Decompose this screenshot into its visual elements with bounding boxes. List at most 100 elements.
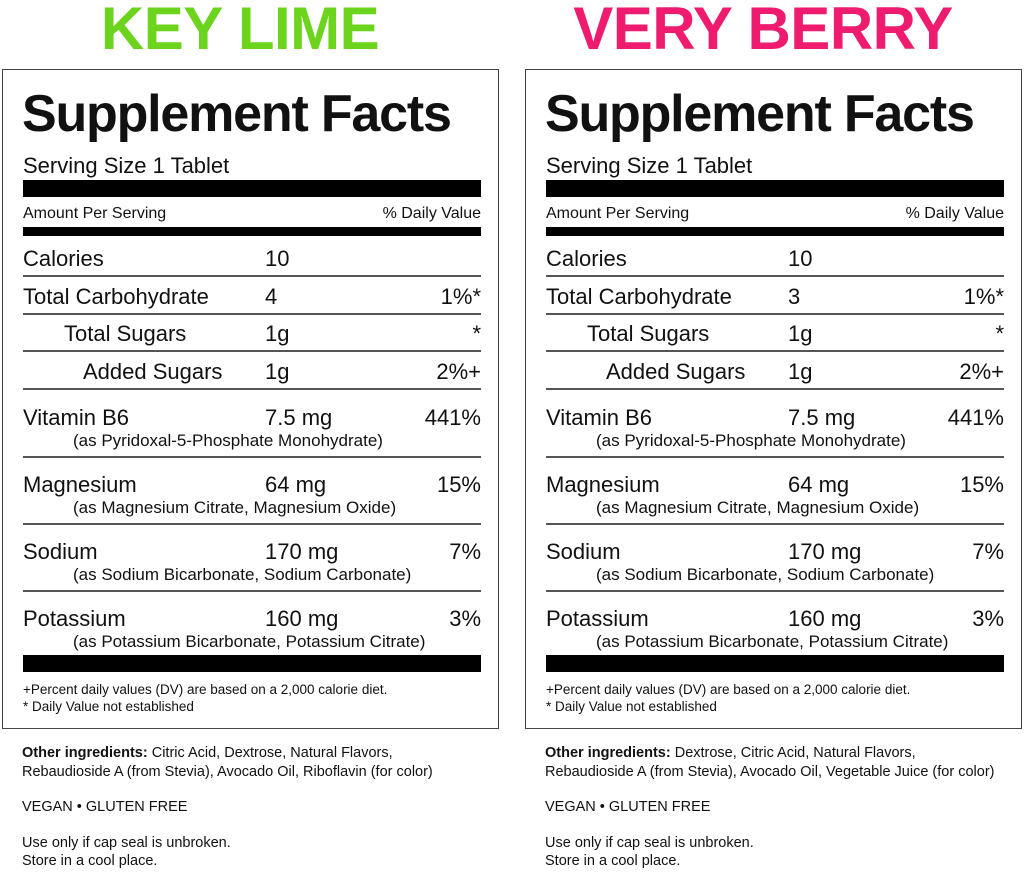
very-berry-panel: VERY BERRY Supplement Facts Serving Size… [525, 0, 1022, 872]
nutrient-source: (as Potassium Bicarbonate, Potassium Cit… [596, 632, 949, 651]
row-divider [546, 456, 1004, 458]
nutrient-amount: 170 mg [265, 539, 339, 564]
nutrient-amount: 1g [265, 359, 290, 384]
nutrient-daily-value: 1%* [440, 284, 481, 309]
row-divider [23, 523, 481, 525]
nutrient-daily-value: 1%* [963, 284, 1004, 309]
nutrient-amount: 1g [788, 321, 813, 346]
nutrient-label: Vitamin B6 [23, 405, 129, 430]
flavor-title: VERY BERRY [573, 0, 953, 62]
nutrient-amount: 7.5 mg [788, 405, 856, 430]
nutrient-amount: 1g [265, 321, 290, 346]
other-ingredients-label: Other ingredients: [545, 745, 671, 761]
nutrient-daily-value: 441% [424, 405, 481, 430]
nutrient-amount: 170 mg [788, 539, 862, 564]
nutrient-daily-value: 7% [449, 539, 481, 564]
row-divider [546, 590, 1004, 592]
row-divider [546, 350, 1004, 352]
nutrient-label: Sodium [23, 539, 98, 564]
nutrient-amount: 3 [788, 284, 801, 309]
nutrient-amount: 64 mg [265, 472, 327, 497]
supplement-facts-box: Supplement Facts Serving Size 1 Tablet A… [2, 69, 499, 729]
nutrient-amount: 4 [265, 284, 278, 309]
other-ingredients-label: Other ingredients: [22, 745, 148, 761]
divider-medium [23, 227, 481, 236]
divider-thick [546, 180, 1004, 197]
nutrient-daily-value: 3% [449, 606, 481, 631]
nutrient-amount: 10 [265, 246, 290, 271]
other-ingredients-line1: Other ingredients: Citric Acid, Dextrose… [22, 744, 393, 762]
footnote-dv: +Percent daily values (DV) are based on … [546, 682, 911, 697]
divider-thick [23, 655, 481, 672]
nutrient-amount: 10 [788, 246, 813, 271]
row-divider [546, 388, 1004, 390]
facts-title: Supplement Facts [545, 85, 975, 143]
divider-medium [546, 227, 1004, 236]
nutrient-daily-value: * [995, 321, 1004, 346]
nutrient-label: Magnesium [546, 472, 660, 497]
nutrient-label: Potassium [23, 606, 126, 631]
divider-thick [23, 180, 481, 197]
nutrient-source: (as Magnesium Citrate, Magnesium Oxide) [596, 498, 920, 517]
storage-instruction: Use only if cap seal is unbroken. [545, 835, 754, 851]
row-divider [23, 456, 481, 458]
facts-title: Supplement Facts [22, 85, 452, 143]
other-ingredients-text: Dextrose, Citric Acid, Natural Flavors, [670, 745, 916, 761]
footnote-not-established: * Daily Value not established [546, 699, 717, 714]
nutrient-label: Magnesium [23, 472, 137, 497]
nutrient-source: (as Pyridoxal-5-Phosphate Monohydrate) [73, 431, 383, 450]
amount-per-serving-header: Amount Per Serving [23, 205, 167, 222]
nutrient-daily-value: 15% [959, 472, 1004, 497]
dietary-claims: VEGAN • GLUTEN FREE [545, 799, 711, 815]
row-divider [546, 275, 1004, 277]
other-ingredients-line2: Rebaudioside A (from Stevia), Avocado Oi… [545, 764, 995, 780]
nutrient-label: Potassium [546, 606, 649, 631]
row-divider [23, 275, 481, 277]
nutrient-source: (as Pyridoxal-5-Phosphate Monohydrate) [596, 431, 906, 450]
nutrient-daily-value: 2%+ [959, 359, 1004, 384]
nutrient-label: Calories [23, 246, 104, 271]
serving-size: Serving Size 1 Tablet [546, 153, 753, 178]
nutrient-label: Total Carbohydrate [23, 284, 209, 309]
nutrient-amount: 64 mg [788, 472, 850, 497]
flavor-title: KEY LIME [100, 0, 380, 62]
nutrient-daily-value: 15% [436, 472, 481, 497]
footnote-not-established: * Daily Value not established [23, 699, 194, 714]
key-lime-panel: KEY LIME Supplement Facts Serving Size 1… [2, 0, 499, 872]
nutrient-label: Total Sugars [64, 321, 187, 346]
nutrient-daily-value: 2%+ [436, 359, 481, 384]
row-divider [23, 590, 481, 592]
row-divider [23, 313, 481, 315]
nutrient-amount: 160 mg [788, 606, 862, 631]
nutrient-source: (as Magnesium Citrate, Magnesium Oxide) [73, 498, 397, 517]
other-ingredients-line2: Rebaudioside A (from Stevia), Avocado Oi… [22, 764, 433, 780]
nutrient-source: (as Potassium Bicarbonate, Potassium Cit… [73, 632, 426, 651]
nutrient-label: Vitamin B6 [546, 405, 652, 430]
nutrient-daily-value: * [472, 321, 481, 346]
nutrient-source: (as Sodium Bicarbonate, Sodium Carbonate… [596, 565, 935, 584]
dietary-claims: VEGAN • GLUTEN FREE [22, 799, 188, 815]
row-divider [546, 313, 1004, 315]
row-divider [23, 350, 481, 352]
serving-size: Serving Size 1 Tablet [23, 153, 230, 178]
nutrient-label: Sodium [546, 539, 621, 564]
other-ingredients-line1: Other ingredients: Dextrose, Citric Acid… [545, 744, 916, 762]
nutrient-label: Added Sugars [606, 359, 746, 384]
nutrient-label: Added Sugars [83, 359, 223, 384]
nutrient-amount: 1g [788, 359, 813, 384]
nutrient-source: (as Sodium Bicarbonate, Sodium Carbonate… [73, 565, 412, 584]
nutrient-daily-value: 3% [972, 606, 1004, 631]
nutrient-amount: 7.5 mg [265, 405, 333, 430]
daily-value-header: % Daily Value [382, 205, 481, 222]
nutrient-amount: 160 mg [265, 606, 339, 631]
other-ingredients-text: Citric Acid, Dextrose, Natural Flavors, [147, 745, 393, 761]
storage-instruction: Store in a cool place. [22, 853, 158, 869]
divider-thick [546, 655, 1004, 672]
row-divider [23, 388, 481, 390]
storage-instruction: Store in a cool place. [545, 853, 681, 869]
daily-value-header: % Daily Value [905, 205, 1004, 222]
amount-per-serving-header: Amount Per Serving [546, 205, 690, 222]
nutrient-daily-value: 441% [947, 405, 1004, 430]
storage-instruction: Use only if cap seal is unbroken. [22, 835, 231, 851]
supplement-facts-box: Supplement Facts Serving Size 1 Tablet A… [525, 69, 1022, 729]
